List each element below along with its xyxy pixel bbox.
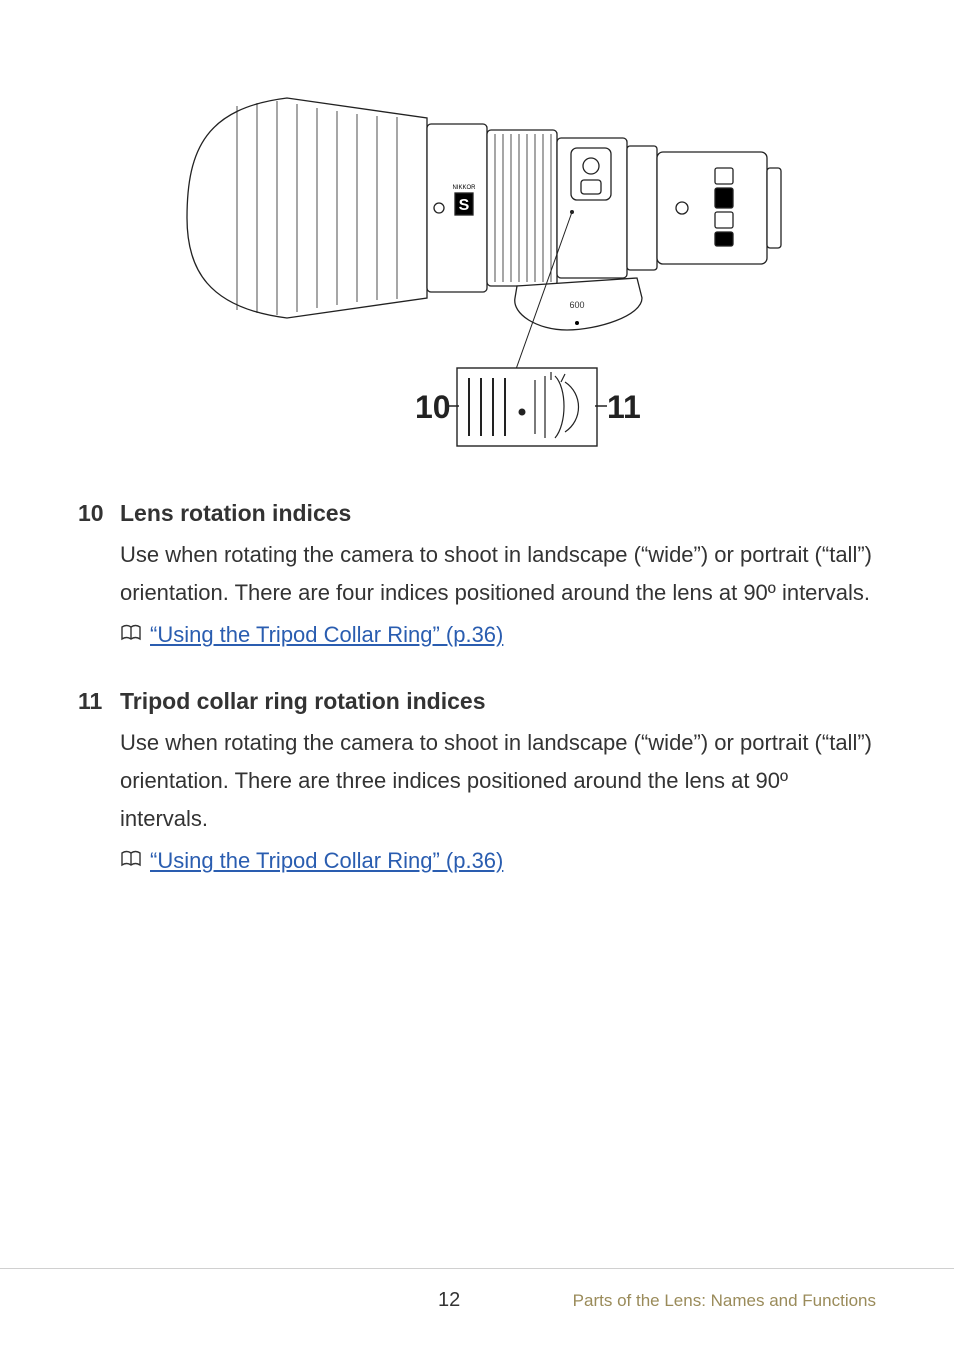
item-11-body: Tripod collar ring rotation indices Use …	[120, 684, 876, 880]
book-icon	[120, 616, 142, 654]
item-10-reference: “Using the Tripod Collar Ring” (p.36)	[120, 616, 876, 654]
footer-inner: 12 Parts of the Lens: Names and Function…	[78, 1289, 876, 1312]
book-icon	[120, 842, 142, 880]
item-10-text: Use when rotating the camera to shoot in…	[120, 536, 876, 612]
item-11-ref-link[interactable]: “Using the Tripod Collar Ring” (p.36)	[150, 842, 503, 880]
page-number: 12	[438, 1289, 460, 1312]
page-footer: 12 Parts of the Lens: Names and Function…	[0, 1268, 954, 1312]
item-11: 11 Tripod collar ring rotation indices U…	[78, 684, 876, 880]
item-10: 10 Lens rotation indices Use when rotati…	[78, 496, 876, 654]
svg-text:S: S	[459, 197, 470, 214]
item-10-title: Lens rotation indices	[120, 496, 876, 530]
item-10-body: Lens rotation indices Use when rotating …	[120, 496, 876, 654]
item-11-reference: “Using the Tripod Collar Ring” (p.36)	[120, 842, 876, 880]
callout-11: 11	[607, 389, 641, 425]
lens-diagram-figure: S NIKKOR	[78, 48, 876, 468]
item-11-number: 11	[78, 684, 120, 880]
item-11-title: Tripod collar ring rotation indices	[120, 684, 876, 718]
svg-text:600: 600	[569, 300, 584, 310]
item-11-text: Use when rotating the camera to shoot in…	[120, 724, 876, 838]
lens-diagram-svg: S NIKKOR	[167, 48, 787, 468]
item-10-ref-link[interactable]: “Using the Tripod Collar Ring” (p.36)	[150, 616, 503, 654]
callout-10: 10	[415, 389, 451, 425]
item-10-number: 10	[78, 496, 120, 654]
svg-text:NIKKOR: NIKKOR	[452, 185, 476, 191]
document-page: S NIKKOR	[0, 0, 954, 1354]
section-label: Parts of the Lens: Names and Functions	[573, 1291, 876, 1311]
